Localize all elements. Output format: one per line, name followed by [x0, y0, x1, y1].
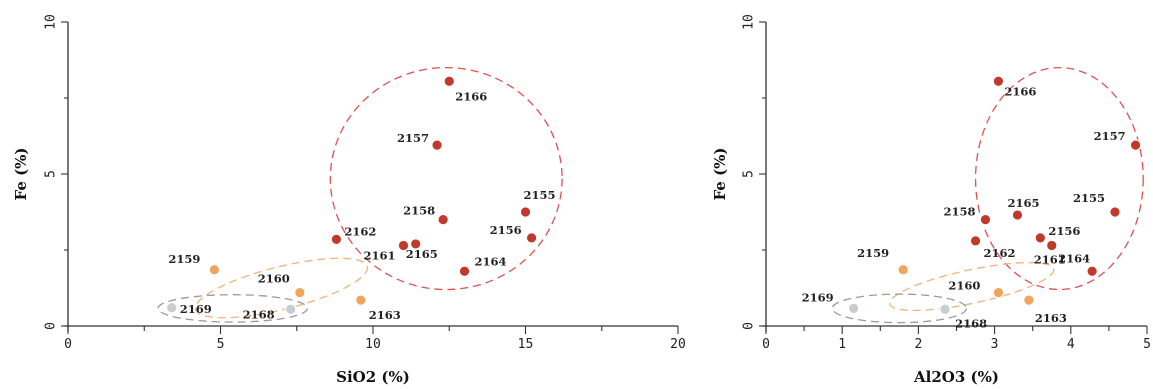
- data-point-2163: [354, 294, 367, 306]
- x-axis-title: SiO2 (%): [336, 368, 410, 386]
- data-point-2168: [284, 303, 297, 316]
- data-point-2156: [525, 232, 538, 244]
- point-label-2164: 2164: [475, 254, 507, 268]
- data-point-2158: [979, 213, 992, 226]
- point-label-2168: 2168: [243, 307, 275, 321]
- data-point-2158: [437, 213, 449, 226]
- point-label-2155: 2155: [524, 188, 556, 202]
- data-point-2169: [165, 301, 178, 314]
- data-point-2168: [939, 303, 951, 316]
- point-label-2169: 2169: [180, 302, 212, 316]
- data-point-2166: [992, 75, 1005, 88]
- x-tick-label: 3: [991, 337, 999, 352]
- point-label-2161: 2161: [364, 248, 396, 262]
- point-label-2157: 2157: [397, 131, 429, 145]
- x-tick-label: 5: [1143, 337, 1151, 352]
- data-point-2165: [1011, 209, 1024, 221]
- data-point-2163: [1023, 294, 1035, 306]
- y-axis-title: Fe (%): [711, 147, 729, 200]
- data-point-2160: [992, 286, 1005, 299]
- data-point-2162: [969, 235, 982, 247]
- point-label-2166: 2166: [1004, 84, 1036, 98]
- y-axis-title: Fe (%): [12, 147, 30, 200]
- data-point-2155: [519, 206, 532, 218]
- y-tick-label: 5: [44, 170, 59, 178]
- point-label-2162: 2162: [344, 224, 376, 238]
- data-point-2169: [847, 302, 860, 315]
- data-point-2166: [443, 75, 456, 88]
- point-label-2158: 2158: [943, 205, 975, 219]
- x-tick-label: 15: [518, 337, 534, 352]
- orange-group-ellipse: [889, 261, 1055, 312]
- data-point-2165: [409, 238, 422, 250]
- x-axis-title: Al2O3 (%): [913, 368, 999, 386]
- point-label-2159: 2159: [168, 252, 200, 266]
- data-point-2162: [330, 233, 343, 246]
- point-label-2163: 2163: [369, 308, 401, 322]
- data-point-2164: [1086, 265, 1098, 278]
- red-group-ellipse: [974, 66, 1144, 291]
- y-tick-label: 5: [742, 170, 757, 178]
- point-label-2155: 2155: [1073, 191, 1105, 205]
- x-tick-label: 4: [1067, 337, 1075, 352]
- x-tick-label: 20: [670, 337, 686, 352]
- x-tick-label: 0: [64, 337, 72, 352]
- data-point-2157: [1129, 139, 1142, 151]
- data-point-2161: [1045, 239, 1058, 252]
- point-label-2159: 2159: [857, 246, 889, 260]
- point-label-2169: 2169: [802, 290, 834, 304]
- point-label-2160: 2160: [258, 272, 290, 286]
- y-tick-label: 0: [742, 322, 757, 330]
- point-label-2165: 2165: [1007, 196, 1039, 210]
- data-point-2156: [1034, 232, 1047, 244]
- data-point-2160: [293, 286, 306, 299]
- y-tick-label: 0: [44, 322, 59, 330]
- sio2-fe-scatter-panel: 0 5 10 15 20 0 5 10 SiO2 (%) Fe (%) 2155 2156 2157 21…: [12, 14, 686, 386]
- point-label-2161: 2161: [1034, 252, 1066, 266]
- data-point-2157: [431, 139, 443, 151]
- grey-group-ellipse: [157, 294, 309, 323]
- x-tick-label: 0: [762, 337, 770, 352]
- grey-group-ellipse: [831, 293, 968, 324]
- al2o3-fe-scatter-panel: 0 1 2 3 4 5 0 5 10 Al2O3 (%) Fe (%) 2155 2156 2157 215…: [711, 14, 1151, 386]
- point-label-2164: 2164: [1058, 251, 1090, 265]
- orange-group-ellipse: [194, 257, 369, 319]
- point-label-2166: 2166: [455, 89, 487, 103]
- x-tick-label: 10: [365, 337, 381, 352]
- y-tick-label: 10: [742, 14, 757, 30]
- red-group-ellipse: [329, 66, 563, 291]
- point-label-2162: 2162: [984, 246, 1016, 260]
- point-label-2165: 2165: [406, 247, 438, 261]
- point-label-2156: 2156: [1048, 224, 1080, 238]
- point-label-2163: 2163: [1035, 311, 1067, 325]
- data-point-2159: [208, 263, 221, 276]
- point-label-2168: 2168: [955, 316, 987, 330]
- point-label-2158: 2158: [403, 204, 435, 218]
- point-label-2156: 2156: [490, 223, 522, 237]
- point-label-2157: 2157: [1094, 129, 1126, 143]
- x-tick-label: 5: [217, 337, 225, 352]
- data-point-2159: [897, 263, 909, 276]
- data-point-2161: [397, 239, 410, 252]
- point-label-2160: 2160: [948, 279, 980, 293]
- data-point-2164: [458, 265, 471, 278]
- data-point-2155: [1109, 206, 1121, 218]
- y-tick-label: 10: [44, 14, 59, 30]
- x-tick-label: 2: [914, 337, 922, 352]
- x-tick-label: 1: [838, 337, 846, 352]
